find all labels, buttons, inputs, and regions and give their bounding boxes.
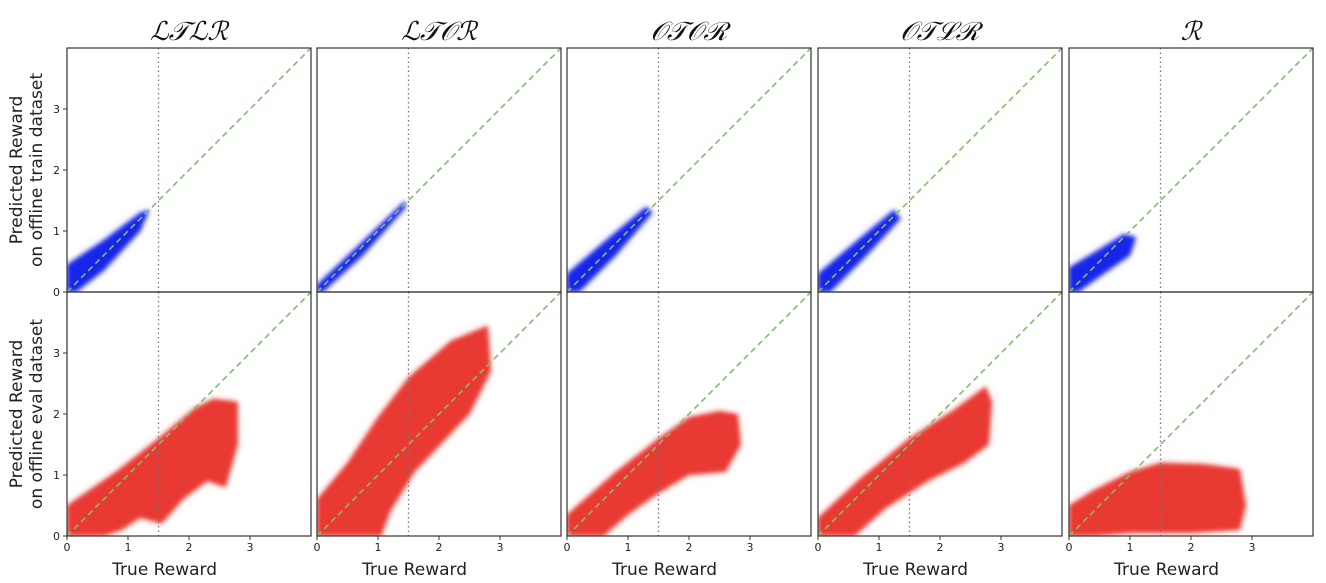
scatter-cloud xyxy=(317,325,491,536)
diagonal-line xyxy=(67,292,311,536)
y-tick-label: 0 xyxy=(53,530,60,543)
x-tick-label: 3 xyxy=(747,541,754,554)
x-tick-label: 1 xyxy=(625,541,632,554)
x-tick-label: 0 xyxy=(815,541,822,554)
y-tick-label: 1 xyxy=(53,225,60,238)
x-axis-label: True Reward xyxy=(611,560,717,580)
scatter-points xyxy=(67,398,238,536)
x-axis-label: True Reward xyxy=(111,560,217,580)
reference-lines xyxy=(1069,292,1313,536)
reference-lines xyxy=(818,292,1062,536)
reference-lines xyxy=(317,48,561,292)
diagonal-line xyxy=(818,48,1062,292)
scatter-points xyxy=(1069,462,1246,536)
panel-title: ℒ𝒯𝒪ℛ xyxy=(401,17,479,47)
x-axis-label: True Reward xyxy=(1113,560,1219,580)
scatter-points xyxy=(567,411,741,536)
diagonal-line xyxy=(317,292,561,536)
scatter-points xyxy=(818,386,992,536)
panel-title: ℛ xyxy=(1181,17,1204,47)
scatter-cloud xyxy=(317,200,406,292)
y-tick-label: 3 xyxy=(53,347,60,360)
diagonal-line xyxy=(818,292,1062,536)
y-tick-label: 1 xyxy=(53,469,60,482)
x-tick-label: 2 xyxy=(937,541,944,554)
scatter-cloud xyxy=(67,209,150,292)
x-tick-label: 1 xyxy=(375,541,382,554)
x-tick-label: 1 xyxy=(1127,541,1134,554)
x-tick-label: 3 xyxy=(247,541,254,554)
y-tick-label: 0 xyxy=(53,286,60,299)
scatter-cloud xyxy=(1069,234,1137,292)
panel-title: ℒ𝒯ℒℛ xyxy=(150,17,230,47)
panel-title: 𝒪𝒯𝒪ℛ xyxy=(651,17,732,47)
reference-lines xyxy=(567,48,811,292)
y-axis-label-line1: Predicted Reward xyxy=(7,340,27,489)
scatter-cloud xyxy=(67,398,238,536)
x-tick-label: 2 xyxy=(436,541,443,554)
reference-lines xyxy=(67,48,311,292)
y-axis-label-line1: Predicted Reward xyxy=(7,96,27,245)
x-tick-label: 2 xyxy=(686,541,693,554)
x-tick-label: 3 xyxy=(998,541,1005,554)
diagonal-line xyxy=(1069,48,1313,292)
scatter-cloud xyxy=(818,209,901,292)
scatter-points xyxy=(317,200,406,292)
diagonal-line xyxy=(1069,292,1313,536)
x-tick-label: 0 xyxy=(564,541,571,554)
x-tick-label: 1 xyxy=(125,541,132,554)
reference-lines xyxy=(1069,48,1313,292)
x-tick-label: 3 xyxy=(497,541,504,554)
y-axis-label-line2: on offline train dataset xyxy=(27,73,47,267)
x-tick-label: 0 xyxy=(1066,541,1073,554)
scatter-cloud xyxy=(567,411,741,536)
diagonal-line xyxy=(567,48,811,292)
x-axis-label: True Reward xyxy=(862,560,968,580)
scatter-cloud xyxy=(818,386,992,536)
scatter-points xyxy=(818,209,901,292)
reference-lines xyxy=(818,48,1062,292)
scatter-points xyxy=(317,325,491,536)
y-axis-label-line2: on offline eval dataset xyxy=(27,319,47,509)
y-tick-label: 2 xyxy=(53,408,60,421)
x-tick-label: 0 xyxy=(64,541,71,554)
reference-lines xyxy=(67,292,311,536)
diagonal-line xyxy=(317,48,561,292)
scatter-cloud xyxy=(1069,462,1246,536)
scatter-points xyxy=(67,209,150,292)
diagonal-line xyxy=(67,48,311,292)
x-tick-label: 1 xyxy=(876,541,883,554)
x-tick-label: 2 xyxy=(1188,541,1195,554)
scatter-points xyxy=(1069,234,1137,292)
x-tick-label: 2 xyxy=(186,541,193,554)
reference-lines xyxy=(317,292,561,536)
reference-lines xyxy=(567,292,811,536)
diagonal-line xyxy=(567,292,811,536)
x-tick-label: 3 xyxy=(1249,541,1256,554)
y-tick-label: 3 xyxy=(53,103,60,116)
y-tick-label: 2 xyxy=(53,164,60,177)
x-tick-label: 0 xyxy=(314,541,321,554)
x-axis-label: True Reward xyxy=(361,560,467,580)
panel-title: 𝒪𝒯ℒℛ xyxy=(900,17,983,47)
